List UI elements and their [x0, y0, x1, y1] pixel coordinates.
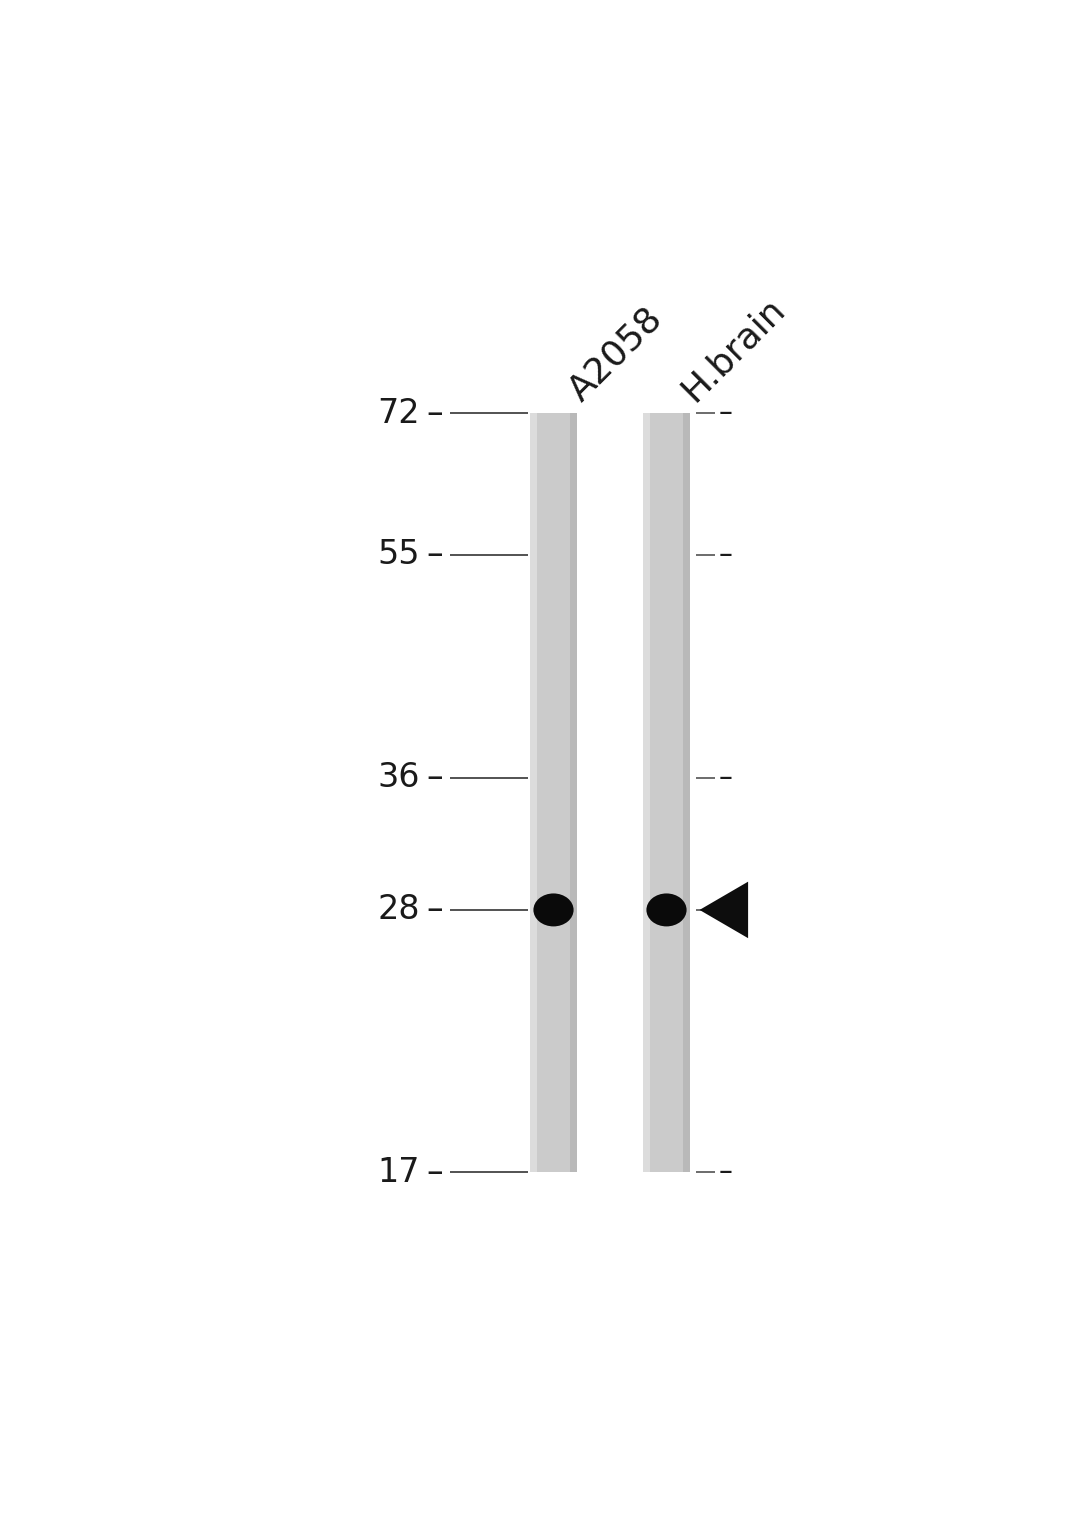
Text: –: –	[719, 763, 732, 792]
Text: –: –	[427, 538, 443, 572]
Text: –: –	[427, 761, 443, 794]
Text: 55: 55	[377, 538, 419, 572]
Text: –: –	[719, 1159, 732, 1187]
Text: 28: 28	[377, 893, 419, 927]
Bar	[569, 413, 577, 1173]
Text: –: –	[427, 396, 443, 430]
Text: 36: 36	[377, 761, 419, 794]
Text: –: –	[427, 1156, 443, 1190]
Text: –: –	[427, 893, 443, 927]
Bar	[530, 413, 538, 1173]
Bar	[644, 413, 650, 1173]
Text: –: –	[719, 896, 732, 924]
Bar	[644, 413, 689, 1173]
Ellipse shape	[534, 893, 573, 927]
Text: –: –	[719, 541, 732, 569]
Bar	[530, 413, 577, 1173]
Text: 72: 72	[377, 396, 419, 430]
Polygon shape	[700, 882, 748, 939]
Text: H.brain: H.brain	[675, 291, 792, 407]
Text: 17: 17	[377, 1156, 419, 1190]
Bar	[683, 413, 689, 1173]
Text: A2058: A2058	[562, 301, 669, 407]
Ellipse shape	[647, 893, 687, 927]
Text: –: –	[719, 399, 732, 427]
